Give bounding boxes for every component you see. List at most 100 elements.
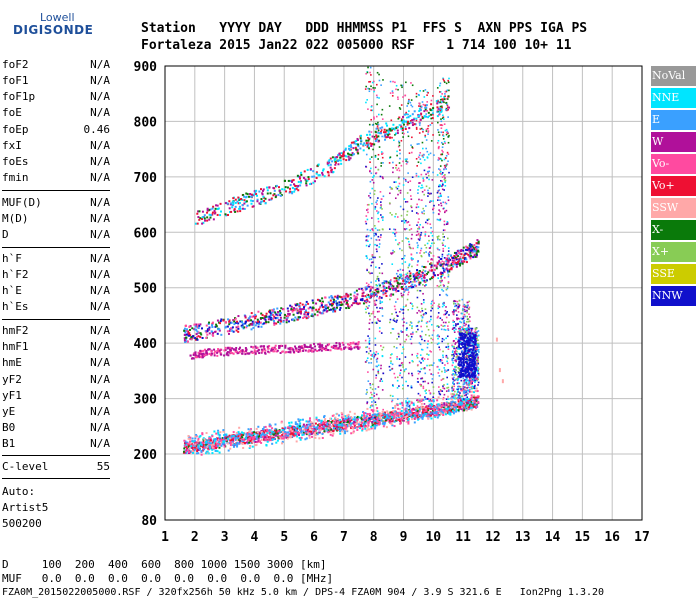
echo-dot (231, 443, 234, 446)
echo-dot (229, 437, 232, 440)
echo-dot (334, 157, 337, 160)
echo-dot (405, 407, 408, 410)
echo-dot (252, 323, 255, 326)
echo-dot (185, 328, 188, 331)
echo-dot (383, 414, 386, 417)
spread-f-dot (422, 130, 424, 133)
echo-dot (366, 426, 369, 429)
echo-dot (290, 430, 293, 433)
echo-dot (351, 152, 354, 155)
echo-dot (391, 420, 394, 423)
spread-f-dot (421, 377, 424, 379)
echo-dot (425, 279, 428, 282)
echo-dot (252, 436, 255, 439)
echo-dot (283, 316, 286, 319)
spread-f-dot (404, 261, 407, 263)
spread-f-dot (406, 192, 409, 194)
echo-dot (396, 419, 399, 422)
echo-dot (284, 432, 287, 435)
spread-f-dot (432, 171, 434, 174)
echo-dot (370, 144, 373, 147)
spread-f-dot (416, 230, 419, 233)
echo-dot (342, 155, 345, 158)
echo-dot (195, 442, 198, 445)
echo-dot (425, 413, 428, 416)
spread-f-dot (366, 359, 368, 362)
spread-f-dot (411, 303, 413, 305)
spread-f-dot (376, 103, 378, 106)
echo-dot (283, 435, 286, 438)
echo-dot (357, 145, 360, 148)
spread-f-dot (366, 401, 369, 403)
echo-dot (217, 431, 220, 434)
echo-dot (448, 268, 451, 271)
spread-f-dot (388, 105, 391, 107)
echo-dot (206, 441, 209, 444)
spread-f-dot (400, 214, 403, 217)
echo-dot (251, 437, 254, 440)
spread-f-dot (432, 338, 434, 341)
spread-f-dot (388, 365, 391, 368)
echo-dot (476, 395, 479, 398)
echo-dot (383, 135, 386, 138)
spread-f-dot (401, 262, 404, 265)
echo-dot (405, 417, 408, 420)
echo-dot (220, 353, 223, 356)
echo-dot (395, 418, 398, 421)
echo-dot (290, 426, 293, 429)
echo-dot (204, 446, 207, 449)
spread-f-dot (377, 123, 380, 126)
echo-dot (185, 451, 188, 454)
echo-dot (315, 418, 318, 421)
echo-dot (212, 205, 215, 208)
echo-dot (221, 443, 224, 446)
echo-dot (337, 160, 340, 163)
echo-dot (345, 293, 348, 296)
echo-dot (347, 306, 350, 309)
echo-dot (196, 212, 199, 215)
echo-dot (329, 303, 332, 306)
echo-dot (320, 349, 323, 352)
spread-f-dot (431, 179, 434, 181)
echo-dot (347, 152, 350, 155)
echo-dot (263, 348, 266, 351)
echo-dot (369, 420, 372, 423)
echo-dot (350, 432, 353, 435)
echo-dot (406, 120, 409, 123)
echo-dot (410, 286, 413, 289)
spread-f-dot (370, 258, 373, 260)
echo-dot (215, 447, 218, 450)
echo-dot (289, 184, 292, 187)
spread-f-dot (402, 366, 404, 368)
echo-dot (287, 310, 290, 313)
spread-f-dot (371, 255, 374, 257)
echo-dot (396, 129, 399, 132)
echo-dot (430, 103, 433, 106)
echo-dot (306, 346, 309, 349)
spread-f-dot (370, 358, 373, 360)
echo-dot (407, 417, 410, 420)
echo-dot (459, 256, 462, 259)
echo-dot (475, 403, 478, 406)
echo-dot (427, 116, 430, 119)
spread-f-dot (410, 335, 413, 338)
spread-f-dot (405, 322, 408, 324)
spread-f-dot (377, 129, 380, 132)
echo-dot (202, 221, 205, 224)
echo-dot (295, 187, 298, 190)
echo-dot (322, 427, 325, 430)
echo-dot (318, 311, 321, 314)
spread-f-dot (421, 211, 423, 213)
echo-dot (358, 425, 361, 428)
echo-dot (302, 176, 305, 179)
spread-f-dot (411, 372, 413, 375)
echo-dot (259, 433, 262, 436)
echo-dot (269, 439, 272, 442)
spread-f-dot (391, 188, 394, 190)
spread-f-dot (373, 392, 376, 394)
spread-f-dot (370, 391, 372, 394)
echo-dot (365, 415, 368, 418)
spread-f-dot (380, 206, 382, 208)
spread-f-dot (426, 150, 429, 153)
echo-dot (326, 161, 329, 164)
